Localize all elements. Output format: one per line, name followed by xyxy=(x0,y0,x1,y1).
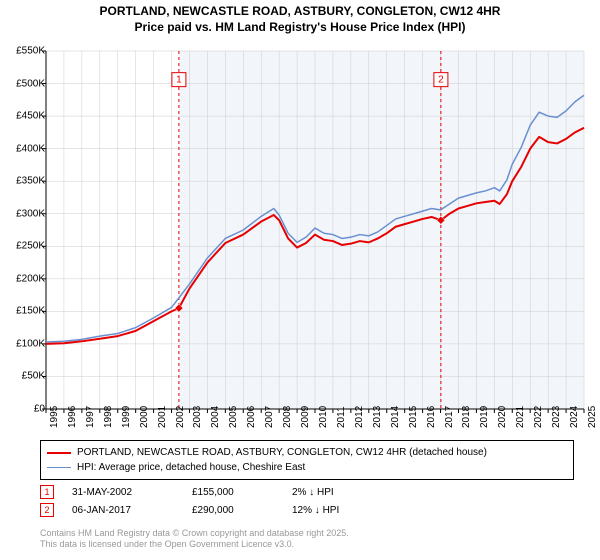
chart-container: PORTLAND, NEWCASTLE ROAD, ASTBURY, CONGL… xyxy=(0,0,600,560)
x-axis-label: 2016 xyxy=(426,406,437,428)
x-axis-label: 2002 xyxy=(175,406,186,428)
x-axis-label: 1996 xyxy=(67,406,78,428)
x-axis-label: 1997 xyxy=(85,406,96,428)
y-axis-label: £450K xyxy=(5,111,45,122)
y-axis-label: £0 xyxy=(5,404,45,415)
x-axis-label: 2015 xyxy=(408,406,419,428)
x-axis-label: 2013 xyxy=(372,406,383,428)
attribution-line1: Contains HM Land Registry data © Crown c… xyxy=(40,528,349,539)
x-axis-label: 2012 xyxy=(354,406,365,428)
x-axis-label: 2014 xyxy=(390,406,401,428)
title-line1: PORTLAND, NEWCASTLE ROAD, ASTBURY, CONGL… xyxy=(0,4,600,20)
marker-price: £155,000 xyxy=(192,487,292,498)
chart-svg: 12 xyxy=(40,45,590,415)
legend-label: HPI: Average price, detached house, Ches… xyxy=(77,460,305,475)
marker-badge: 2 xyxy=(40,503,54,517)
marker-delta: 12% ↓ HPI xyxy=(292,505,412,516)
y-axis-label: £500K xyxy=(5,78,45,89)
x-axis-label: 2025 xyxy=(587,406,598,428)
title-line2: Price paid vs. HM Land Registry's House … xyxy=(0,20,600,36)
x-axis-label: 2008 xyxy=(282,406,293,428)
x-axis-label: 1998 xyxy=(103,406,114,428)
x-axis-label: 2010 xyxy=(318,406,329,428)
x-axis-label: 2021 xyxy=(515,406,526,428)
x-axis-label: 2019 xyxy=(479,406,490,428)
y-axis-label: £350K xyxy=(5,176,45,187)
legend-item-hpi: HPI: Average price, detached house, Ches… xyxy=(47,460,567,475)
legend-item-price-paid: PORTLAND, NEWCASTLE ROAD, ASTBURY, CONGL… xyxy=(47,445,567,460)
legend: PORTLAND, NEWCASTLE ROAD, ASTBURY, CONGL… xyxy=(40,440,574,480)
y-axis-label: £250K xyxy=(5,241,45,252)
legend-label: PORTLAND, NEWCASTLE ROAD, ASTBURY, CONGL… xyxy=(77,445,487,460)
x-axis-label: 1995 xyxy=(49,406,60,428)
chart-title: PORTLAND, NEWCASTLE ROAD, ASTBURY, CONGL… xyxy=(0,0,600,35)
x-axis-label: 2004 xyxy=(210,406,221,428)
marker-date: 06-JAN-2017 xyxy=(72,505,192,516)
x-axis-label: 2023 xyxy=(551,406,562,428)
x-axis-label: 2020 xyxy=(497,406,508,428)
x-axis-label: 2006 xyxy=(246,406,257,428)
attribution-line2: This data is licensed under the Open Gov… xyxy=(40,539,349,550)
x-axis-label: 2007 xyxy=(264,406,275,428)
y-axis-label: £50K xyxy=(5,371,45,382)
y-axis-label: £200K xyxy=(5,273,45,284)
sale-marker-row: 1 31-MAY-2002 £155,000 2% ↓ HPI xyxy=(40,485,412,499)
chart-plot: 12 xyxy=(40,45,590,415)
y-axis-label: £550K xyxy=(5,46,45,57)
sale-marker-row: 2 06-JAN-2017 £290,000 12% ↓ HPI xyxy=(40,503,412,517)
y-axis-label: £400K xyxy=(5,143,45,154)
y-axis-label: £150K xyxy=(5,306,45,317)
attribution: Contains HM Land Registry data © Crown c… xyxy=(40,528,349,550)
x-axis-label: 2024 xyxy=(569,406,580,428)
svg-text:2: 2 xyxy=(438,75,444,86)
x-axis-label: 2011 xyxy=(336,406,347,428)
legend-swatch xyxy=(47,467,71,468)
y-axis-label: £300K xyxy=(5,208,45,219)
x-axis-label: 2001 xyxy=(157,406,168,428)
marker-delta: 2% ↓ HPI xyxy=(292,487,412,498)
x-axis-label: 2018 xyxy=(461,406,472,428)
x-axis-label: 2005 xyxy=(228,406,239,428)
x-axis-label: 2009 xyxy=(300,406,311,428)
marker-badge: 1 xyxy=(40,485,54,499)
legend-swatch xyxy=(47,452,71,454)
x-axis-label: 1999 xyxy=(121,406,132,428)
x-axis-label: 2000 xyxy=(139,406,150,428)
x-axis-label: 2022 xyxy=(533,406,544,428)
x-axis-label: 2003 xyxy=(192,406,203,428)
marker-date: 31-MAY-2002 xyxy=(72,487,192,498)
marker-price: £290,000 xyxy=(192,505,292,516)
svg-text:1: 1 xyxy=(176,75,182,86)
y-axis-label: £100K xyxy=(5,338,45,349)
sale-markers: 1 31-MAY-2002 £155,000 2% ↓ HPI 2 06-JAN… xyxy=(40,485,412,521)
x-axis-label: 2017 xyxy=(444,406,455,428)
